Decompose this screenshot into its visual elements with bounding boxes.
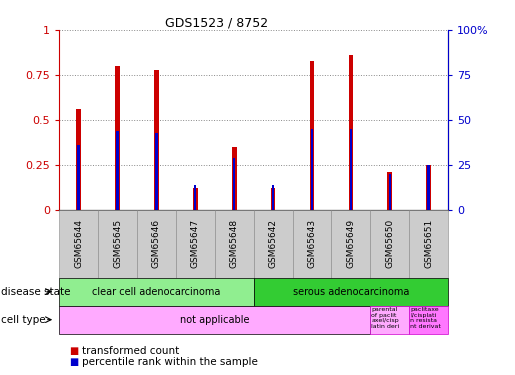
Text: GSM65647: GSM65647 — [191, 219, 200, 268]
Bar — [427, 165, 430, 210]
Text: disease state: disease state — [1, 286, 71, 297]
Bar — [310, 61, 314, 210]
Text: GDS1523 / 8752: GDS1523 / 8752 — [165, 17, 268, 30]
Text: ■: ■ — [70, 346, 79, 355]
Bar — [349, 55, 353, 210]
Bar — [155, 133, 158, 210]
Text: serous adenocarcinoma: serous adenocarcinoma — [293, 286, 409, 297]
Text: paclitaxe
l/cisplati
n resista
nt derivat: paclitaxe l/cisplati n resista nt deriva… — [410, 307, 441, 329]
Text: GSM65650: GSM65650 — [385, 219, 394, 268]
Bar — [154, 70, 159, 210]
Text: GSM65649: GSM65649 — [347, 219, 355, 268]
Text: ■: ■ — [70, 357, 79, 367]
Text: GSM65645: GSM65645 — [113, 219, 122, 268]
Text: GSM65642: GSM65642 — [269, 219, 278, 268]
Bar — [77, 145, 80, 210]
Text: GSM65646: GSM65646 — [152, 219, 161, 268]
Bar — [388, 174, 391, 210]
Text: parental
of paclit
axel/cisp
latin deri: parental of paclit axel/cisp latin deri — [371, 307, 400, 329]
Bar — [387, 172, 392, 210]
Bar — [193, 188, 198, 210]
Bar — [271, 188, 276, 210]
Text: GSM65644: GSM65644 — [74, 219, 83, 268]
Bar — [194, 185, 197, 210]
Text: percentile rank within the sample: percentile rank within the sample — [82, 357, 259, 367]
Text: clear cell adenocarcinoma: clear cell adenocarcinoma — [92, 286, 220, 297]
Text: GSM65648: GSM65648 — [230, 219, 238, 268]
Bar — [116, 131, 119, 210]
Bar — [233, 158, 235, 210]
Bar — [232, 147, 236, 210]
Bar — [311, 129, 313, 210]
Text: transformed count: transformed count — [82, 346, 180, 355]
Bar — [350, 129, 352, 210]
Bar — [426, 165, 431, 210]
Text: GSM65651: GSM65651 — [424, 219, 433, 268]
Text: cell type: cell type — [1, 315, 46, 325]
Text: not applicable: not applicable — [180, 315, 249, 325]
Bar — [115, 66, 120, 210]
Bar — [272, 185, 274, 210]
Text: GSM65643: GSM65643 — [307, 219, 316, 268]
Bar — [76, 109, 81, 210]
